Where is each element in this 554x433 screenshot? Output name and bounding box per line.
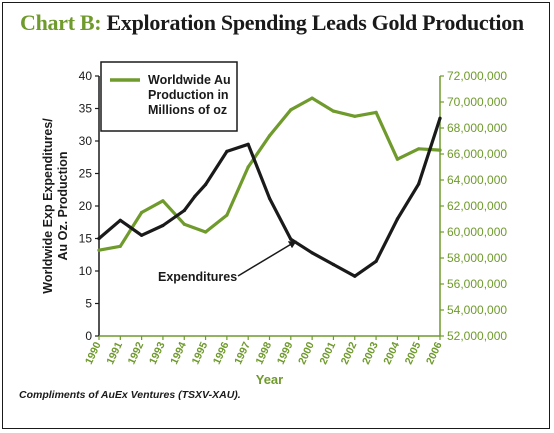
expenditures-point — [97, 236, 101, 241]
x-tick-label: 1990 — [83, 340, 104, 366]
x-tick-label: 2001 — [317, 340, 338, 366]
x-axis-title: Year — [256, 372, 283, 387]
expenditures-point — [417, 182, 421, 186]
y-tick-left-label: 10 — [79, 264, 93, 278]
annotation-arrow — [237, 240, 297, 277]
legend-label-production: Production in — [148, 88, 229, 102]
y-tick-right-label: 70,000,000 — [447, 95, 507, 109]
y-tick-left-label: 40 — [79, 69, 93, 83]
series-line-expenditures — [97, 116, 442, 278]
y-tick-right-label: 56,000,000 — [447, 277, 507, 291]
production-point — [118, 244, 122, 248]
x-tick-label: 1999 — [275, 340, 296, 366]
production-point — [310, 96, 314, 100]
production-point — [140, 210, 144, 215]
x-tick-label: 1996 — [211, 340, 232, 366]
expenditures-point — [267, 196, 272, 200]
expenditures-point — [118, 218, 122, 222]
x-tick-label: 1995 — [190, 340, 211, 366]
production-point — [438, 148, 442, 152]
y-tick-left-label: 15 — [79, 232, 93, 246]
production-point — [395, 157, 399, 161]
production-point — [289, 108, 293, 112]
x-tick-label: 1994 — [168, 340, 189, 366]
expenditures-point — [182, 208, 186, 213]
y-tick-right-label: 68,000,000 — [447, 121, 507, 135]
annotation-expenditures-label: Expenditures — [158, 270, 237, 284]
y-tick-left-label: 35 — [79, 102, 93, 116]
legend-label-production: Worldwide Au — [148, 73, 231, 87]
x-tick-label: 2004 — [381, 340, 402, 366]
x-tick-label: 1997 — [232, 340, 253, 366]
y-tick-right-label: 58,000,000 — [447, 251, 507, 265]
production-point — [331, 109, 335, 113]
expenditures-point — [225, 149, 229, 153]
production-point — [417, 147, 421, 151]
expenditures-point — [289, 237, 293, 241]
expenditures-point — [193, 194, 197, 198]
y-tick-right-label: 62,000,000 — [447, 199, 507, 213]
y-tick-left-label: 30 — [79, 134, 93, 148]
expenditures-point — [353, 274, 357, 278]
expenditures-point — [246, 142, 250, 146]
y-tick-left-label: 25 — [79, 167, 93, 181]
series-group — [97, 96, 442, 278]
chart-title-prefix: Chart B: — [20, 10, 102, 35]
x-tick-label: 1991 — [104, 340, 125, 366]
expenditures-point — [140, 233, 144, 237]
production-point — [97, 248, 101, 252]
y-tick-right-label: 66,000,000 — [447, 147, 507, 161]
y-tick-left-label: 20 — [79, 199, 93, 213]
production-point — [353, 114, 357, 118]
x-tick-label: 2005 — [403, 340, 424, 366]
production-point — [267, 134, 272, 138]
expenditures-point — [161, 223, 165, 228]
expenditures-point — [438, 116, 442, 120]
expenditures-point — [310, 251, 314, 255]
production-point — [161, 199, 165, 203]
expenditures-point — [395, 217, 399, 221]
y-axis-left-title-line: Au Oz. Production — [56, 151, 70, 260]
y-axis-left-title-line: Worldwide Exp Expenditures/ — [41, 118, 55, 294]
production-point — [204, 230, 208, 234]
expenditures-point — [331, 262, 335, 267]
production-point — [246, 165, 250, 169]
chart-title-main: Exploration Spending Leads Gold Producti… — [101, 10, 525, 35]
production-point — [374, 110, 378, 114]
x-tick-label: 2003 — [360, 340, 381, 366]
x-tick-label: 1993 — [147, 340, 168, 366]
x-tick-label: 2006 — [424, 340, 445, 366]
x-tick-label: 2002 — [339, 340, 360, 366]
y-axis-left-title: Worldwide Exp Expenditures/Au Oz. Produc… — [41, 118, 70, 294]
legend-box — [100, 61, 238, 132]
credit-note: Compliments of AuEx Ventures (TSXV-XAU). — [19, 389, 241, 401]
x-tick-label: 2000 — [296, 340, 317, 366]
y-tick-right-label: 52,000,000 — [447, 329, 507, 343]
x-tick-label: 1992 — [126, 340, 147, 366]
y-tick-right-label: 64,000,000 — [447, 173, 507, 187]
y-tick-left-label: 0 — [85, 329, 92, 343]
annotation-group: Expenditures — [158, 240, 297, 284]
x-tick-label: 1998 — [253, 340, 274, 366]
legend-label-production: Millions of oz — [148, 103, 227, 117]
y-tick-right-label: 72,000,000 — [447, 69, 507, 83]
production-point — [225, 213, 229, 217]
expenditures-point — [204, 182, 208, 187]
y-tick-right-label: 60,000,000 — [447, 225, 507, 239]
chart-frame — [2, 2, 550, 429]
production-point — [182, 222, 186, 226]
chart-title: Chart B: Exploration Spending Leads Gold… — [20, 10, 524, 36]
y-tick-left-label: 5 — [85, 297, 92, 311]
expenditures-point — [374, 259, 378, 263]
y-tick-right-label: 54,000,000 — [447, 303, 507, 317]
